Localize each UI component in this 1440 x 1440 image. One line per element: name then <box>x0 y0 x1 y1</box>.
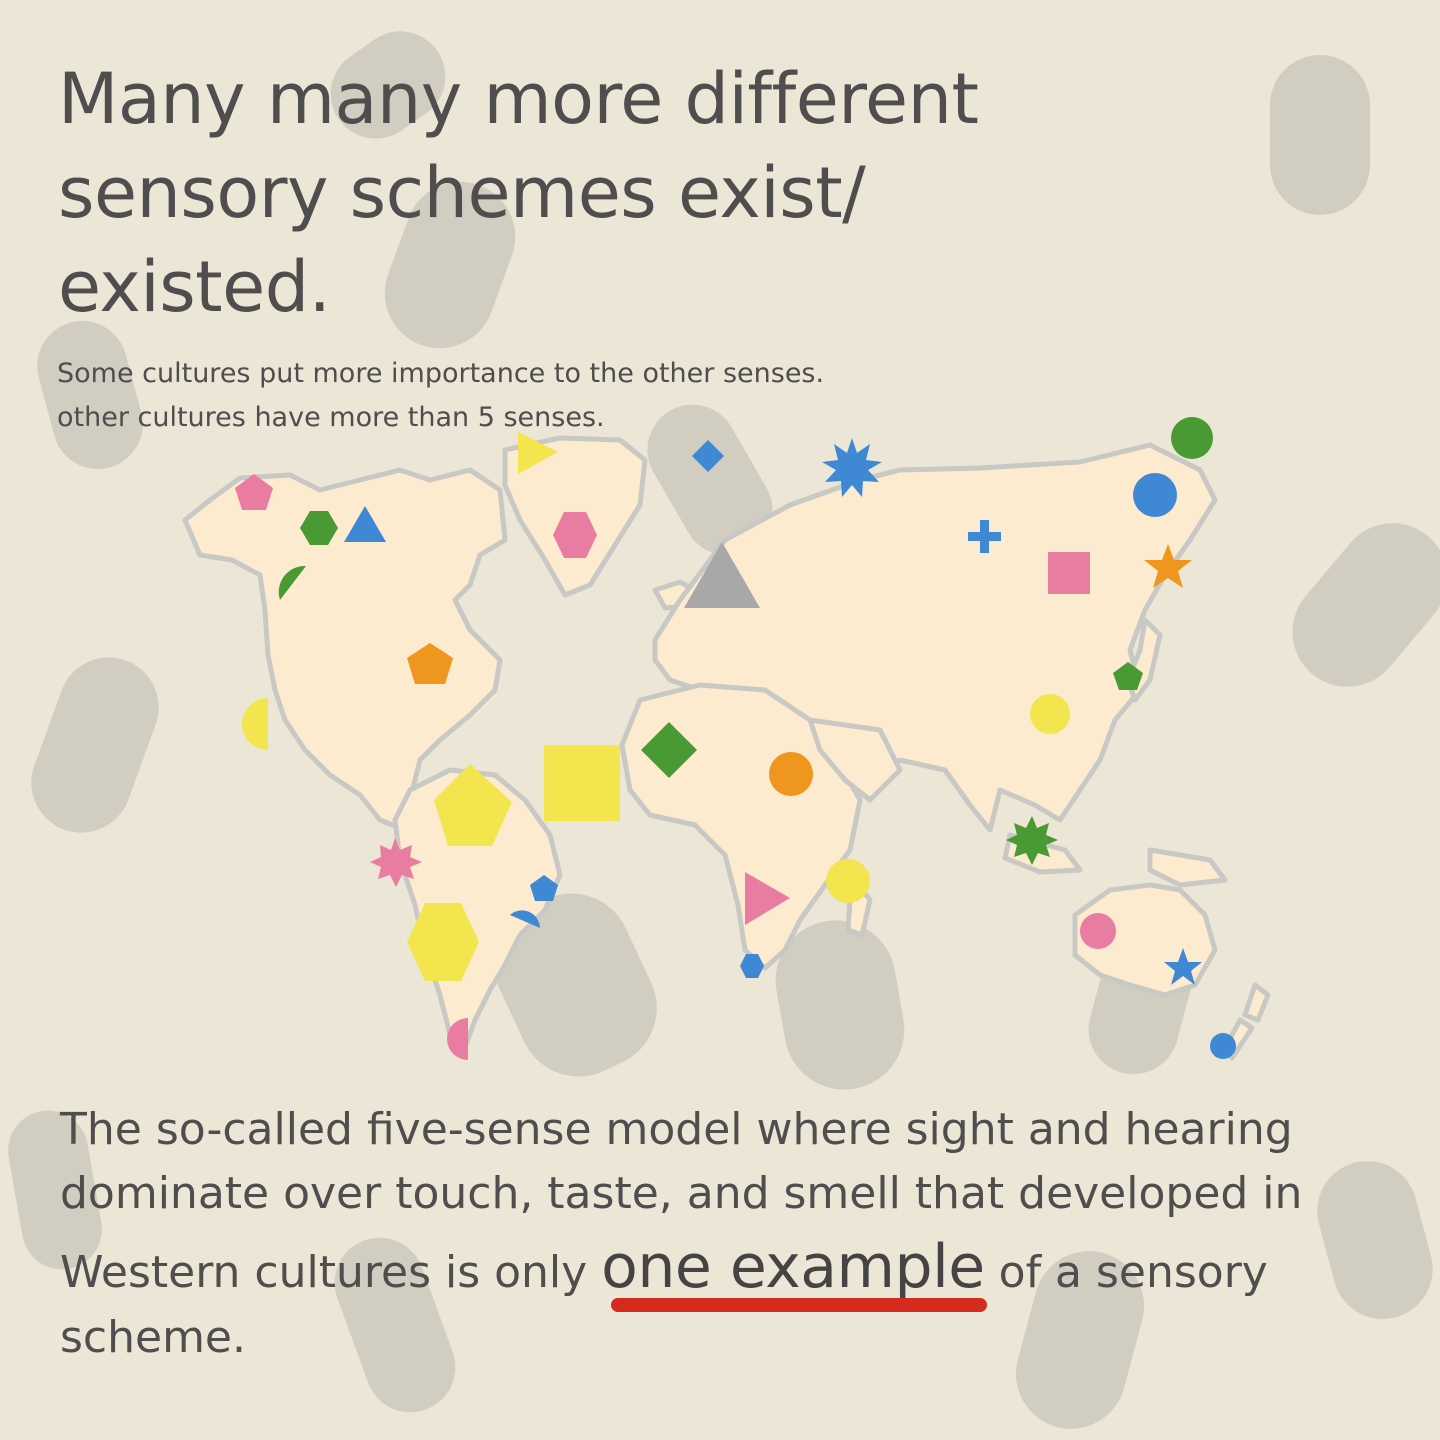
marker-blue-triangle <box>344 506 386 542</box>
body-text-segment: of a sensory <box>984 1247 1268 1298</box>
marker-blue-half-circle <box>510 910 540 928</box>
north-america-landmass <box>182 467 508 833</box>
smudge <box>775 920 905 1090</box>
marker-yellow-half-circle <box>242 698 268 750</box>
title-line: Many many more different <box>58 58 979 140</box>
marker-blue-cross <box>968 520 1001 553</box>
marker-yellow-triangle <box>518 432 558 474</box>
body-paragraph: The so-called five-sense model where sig… <box>60 1098 1420 1368</box>
page-title: Many many more different sensory schemes… <box>58 52 1058 334</box>
smudge <box>1292 523 1440 687</box>
marker-yellow-square <box>544 745 620 821</box>
smudge <box>1270 55 1370 215</box>
marker-green-hexagon <box>300 511 338 545</box>
smudge <box>31 657 159 833</box>
culture-markers <box>235 417 1236 1060</box>
marker-pink-hexagon <box>553 512 597 558</box>
smudge <box>1317 1161 1433 1319</box>
smudge <box>334 1237 456 1413</box>
marker-pink-half-circle <box>447 1018 468 1060</box>
marker-green-circle <box>1171 417 1213 459</box>
marker-blue-hexagon <box>740 954 764 978</box>
title-line: existed. <box>58 246 331 328</box>
marker-blue-diamond <box>692 440 724 472</box>
marker-yellow-pentagon <box>434 764 512 846</box>
south-america-landmass <box>392 767 563 1058</box>
new-zealand-landmass <box>1242 982 1271 1023</box>
body-text-segment: Western cultures is only <box>60 1247 602 1298</box>
smudge <box>8 1110 102 1270</box>
smudge <box>1015 1251 1145 1429</box>
marker-pink-circle <box>1080 913 1116 949</box>
smudge <box>37 321 143 469</box>
new-guinea-landmass <box>1147 847 1228 888</box>
subtitle-line: other cultures have more than 5 senses. <box>57 402 605 433</box>
subtitle-line: Some cultures put more importance to the… <box>57 358 825 389</box>
marker-green-half-circle <box>278 565 306 600</box>
smudge <box>330 31 446 139</box>
marker-green-pentagon <box>1113 662 1143 690</box>
emphasis-label: one example <box>601 1232 985 1302</box>
marker-yellow-circle <box>826 859 870 903</box>
smudge <box>647 404 773 556</box>
marker-blue-star <box>1164 948 1202 985</box>
marker-gray-triangle <box>684 542 760 608</box>
marker-yellow-circle <box>1030 694 1070 734</box>
body-line: Western cultures is only one example of … <box>60 1218 1420 1322</box>
body-line: scheme. <box>60 1312 246 1363</box>
body-line: dominate over touch, taste, and smell th… <box>60 1168 1303 1219</box>
arabia-landmass <box>807 717 903 803</box>
red-underline <box>611 1298 987 1312</box>
marker-blue-circle <box>1133 473 1177 517</box>
marker-green-burst <box>1006 816 1058 865</box>
emphasis-text: one example <box>601 1218 987 1316</box>
marker-orange-star <box>1144 544 1192 588</box>
marker-blue-pentagon <box>530 875 558 901</box>
marker-pink-burst <box>370 838 422 887</box>
smudge <box>384 181 516 349</box>
marker-orange-circle <box>769 752 813 796</box>
marker-pink-square <box>1048 552 1090 594</box>
marker-yellow-hexagon <box>407 903 479 981</box>
marker-pink-triangle <box>745 872 790 925</box>
marker-pink-pentagon <box>235 474 273 510</box>
marker-blue-circle <box>1210 1033 1236 1059</box>
marker-orange-pentagon <box>407 643 453 684</box>
title-line: sensory schemes exist/ <box>58 152 866 234</box>
smudge <box>493 893 657 1077</box>
subtitle: Some cultures put more importance to the… <box>57 352 957 440</box>
body-line: The so-called five-sense model where sig… <box>60 1104 1293 1155</box>
marker-blue-burst <box>822 438 882 497</box>
marker-green-diamond <box>641 722 697 778</box>
